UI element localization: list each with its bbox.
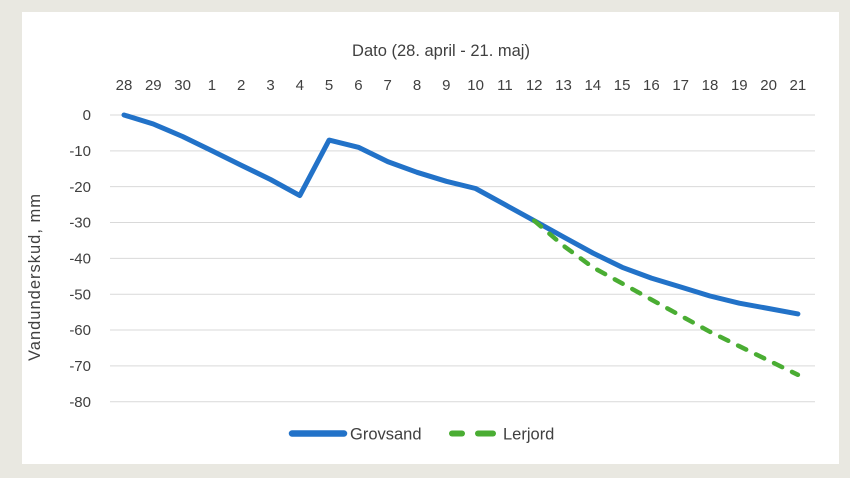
x-tick-label: 5 [325, 77, 333, 94]
x-tick-label: 10 [467, 77, 484, 94]
y-tick-labels: 0 -10 -20 -30 -40 -50 -60 -70 -80 [69, 107, 91, 411]
y-tick-label: -60 [69, 322, 91, 339]
y-tick-label: -50 [69, 286, 91, 303]
legend-label-lerjord: Lerjord [503, 426, 554, 444]
x-tick-label: 13 [555, 77, 572, 94]
legend: Grovsand Lerjord [288, 426, 554, 444]
x-tick-label: 2 [237, 77, 245, 94]
legend-label-grovsand: Grovsand [350, 426, 422, 444]
y-tick-label: 0 [83, 107, 91, 124]
x-tick-label: 11 [497, 77, 513, 94]
series-lines [121, 112, 801, 378]
x-tick-label: 1 [208, 77, 216, 94]
y-tick-label: -20 [69, 179, 91, 196]
x-tick-label: 9 [442, 77, 450, 94]
y-tick-label: -40 [69, 251, 91, 268]
y-tick-label: -10 [69, 143, 91, 160]
x-tick-label: 29 [145, 77, 162, 94]
x-tick-label: 19 [731, 77, 748, 94]
plot-panel [22, 12, 839, 464]
x-tick-label: 20 [760, 77, 777, 94]
x-tick-label: 4 [296, 77, 304, 94]
x-tick-label: 28 [116, 77, 133, 94]
x-axis-title: Dato (28. april - 21. maj) [352, 42, 530, 60]
y-tick-label: -70 [69, 358, 91, 375]
x-tick-label: 30 [174, 77, 191, 94]
x-tick-label: 8 [413, 77, 421, 94]
y-tick-label: -80 [69, 394, 91, 411]
x-tick-label: 12 [526, 77, 543, 94]
x-tick-label: 14 [584, 77, 601, 94]
x-tick-label: 6 [354, 77, 362, 94]
y-tick-label: -30 [69, 215, 91, 232]
x-tick-label: 7 [384, 77, 392, 94]
x-tick-label: 21 [790, 77, 807, 94]
series-line-grovsand [121, 112, 801, 317]
x-tick-label: 17 [672, 77, 689, 94]
x-tick-label: 15 [614, 77, 631, 94]
x-tick-label: 18 [702, 77, 719, 94]
y-axis-title: Vandunderskud, mm [26, 193, 44, 361]
x-tick-label: 16 [643, 77, 660, 94]
x-tick-labels: 28 29 30 1 2 3 4 5 6 7 8 9 10 11 12 13 14 15 16 17 18 19 20 21 [116, 77, 807, 94]
series-line-lerjord [531, 218, 801, 378]
x-tick-label: 3 [266, 77, 274, 94]
